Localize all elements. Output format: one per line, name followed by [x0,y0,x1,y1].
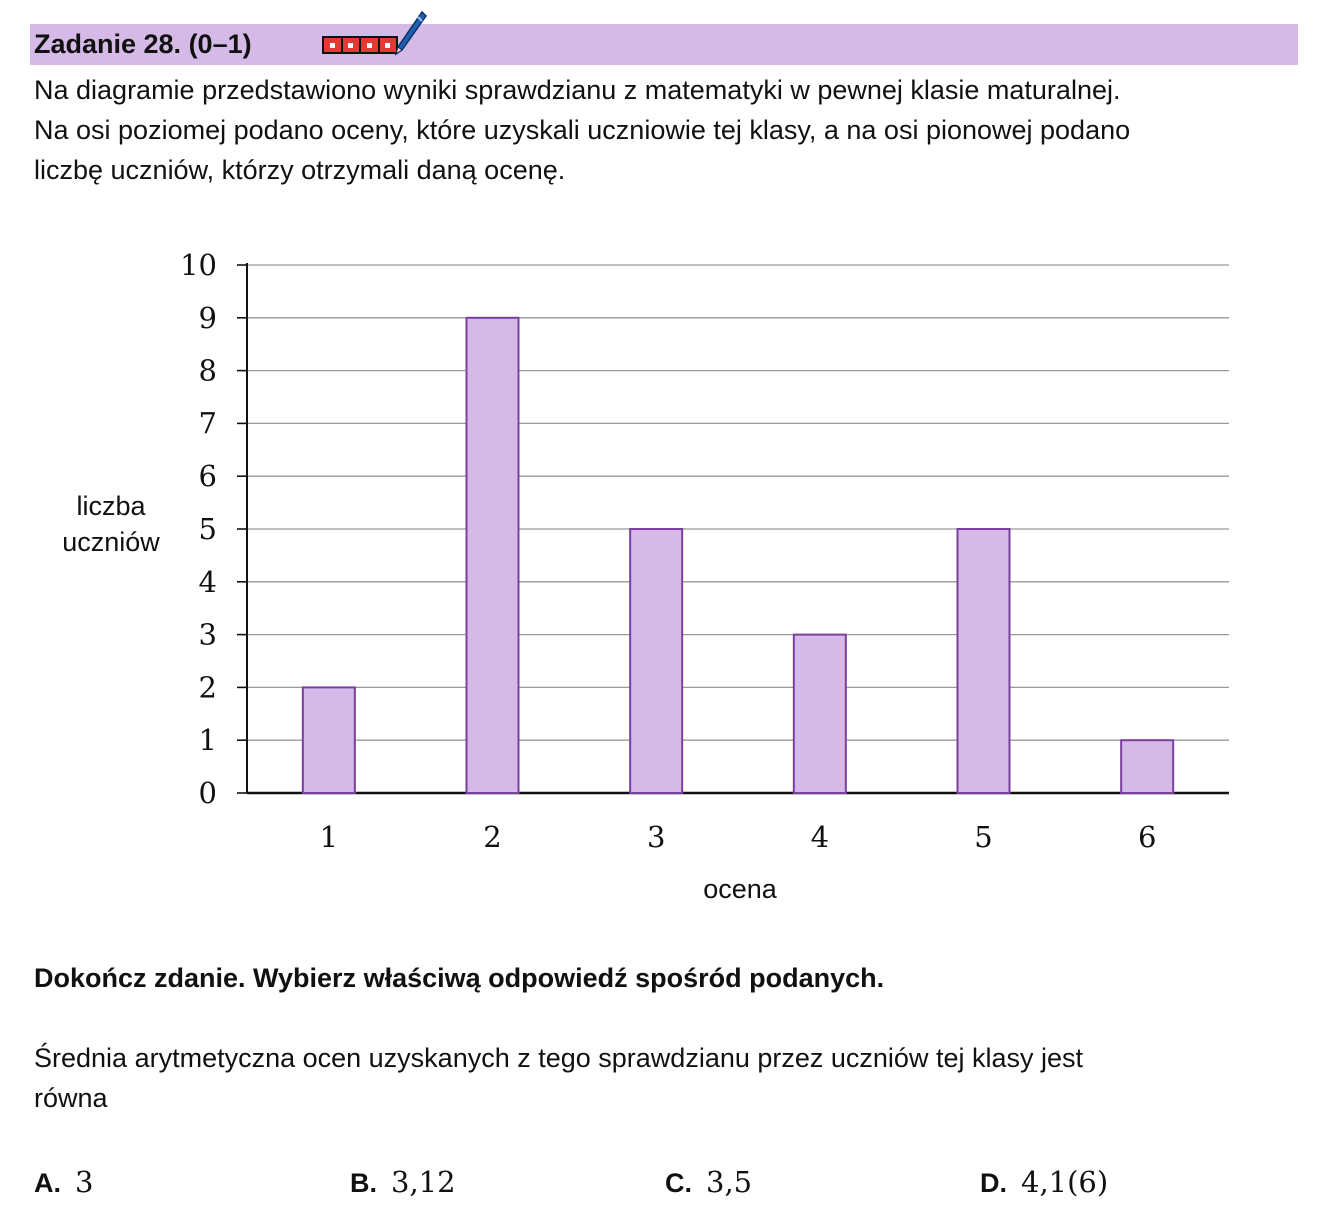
x-tick-label: 1 [320,820,338,854]
four-squares-icon [322,36,398,54]
y-axis-label: liczba uczniów [62,491,160,557]
y-tick-label: 4 [199,565,217,599]
task-header-bar [30,24,1298,65]
task-title: Zadanie 28. (0–1) [34,29,252,59]
y-tick-label: 2 [199,670,217,704]
y-tick-label: 5 [199,512,217,546]
x-tick-label: 4 [811,820,829,854]
x-tick-label: 5 [974,820,992,854]
task-intro: Na diagramie przedstawiono wyniki sprawd… [34,70,1294,190]
x-axis-label: ocena [703,874,777,904]
question-text: Średnia arytmetyczna ocen uzyskanych z t… [34,1043,1083,1113]
bar [956,528,1011,794]
y-tick-label: 0 [199,776,217,810]
bar-chart: 0 1 2 3 4 5 6 7 8 9 10 1 2 3 4 5 6 [180,248,1229,854]
bar [1120,739,1175,795]
intro-line: liczbę uczniów, którzy otrzymali daną oc… [34,155,566,185]
y-tick-label: 3 [199,618,217,652]
intro-line: Na osi poziomej podano oceny, które uzys… [34,115,1131,145]
x-tick-label: 3 [647,820,665,854]
y-tick-label: 10 [180,248,217,282]
bar [792,633,847,794]
y-tick-label: 8 [199,354,217,388]
y-tick-label: 7 [199,406,217,440]
bar [301,686,356,794]
y-tick-label: 6 [199,459,217,493]
y-tick-label: 1 [199,723,217,757]
option-c[interactable]: C. 3,5 [665,1165,753,1199]
option-d[interactable]: D. 4,1(6) [980,1165,1109,1199]
x-tick-label: 6 [1138,820,1156,854]
pen-icon [394,10,427,56]
bar [629,528,684,794]
bar [465,316,520,795]
y-tick-label: 9 [199,301,217,335]
option-a[interactable]: A. 3 [34,1165,94,1199]
x-tick-label: 2 [483,820,501,854]
intro-line: Na diagramie przedstawiono wyniki sprawd… [34,75,1121,105]
option-b[interactable]: B. 3,12 [350,1165,456,1199]
instruction-text: Dokończ zdanie. Wybierz właściwą odpowie… [34,963,885,993]
